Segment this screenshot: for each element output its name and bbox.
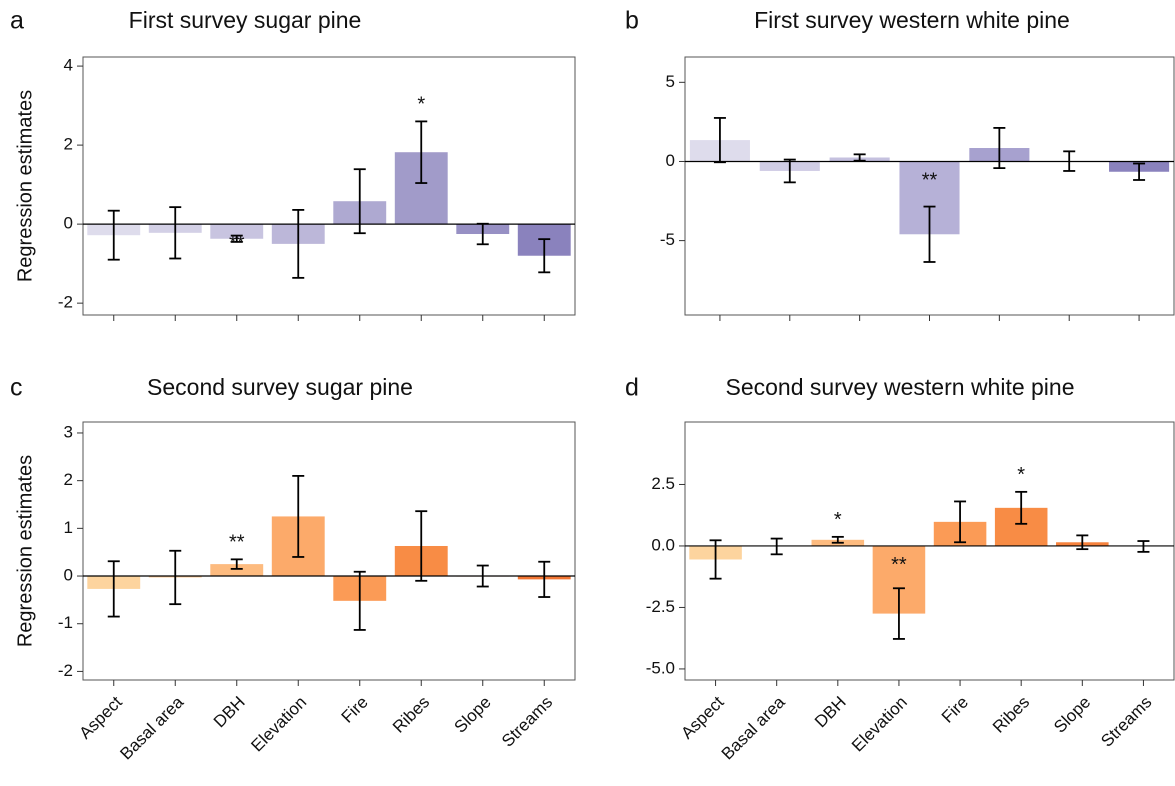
y-tick-label: 2 [64,135,73,154]
y-tick-label: -5 [660,230,675,249]
error-bar [923,205,936,263]
error-bar [353,570,366,631]
bar [210,564,264,577]
y-axis-label: Regression estimates [14,455,36,647]
error-bar [292,209,305,279]
significance: * [417,94,425,116]
significance: ** [229,232,245,254]
x-tick-label: Ribes [989,693,1033,737]
x-tick-label: Elevation [247,693,310,756]
y-tick-label: 2 [64,470,73,489]
error-bar [230,558,243,570]
error-bar [230,234,243,243]
panel-title: First survey sugar pine [129,7,362,33]
x-tick-label: Slope [451,693,495,737]
panel-title: Second survey sugar pine [147,374,413,400]
x-tick-label: Fire [338,693,372,727]
significance: * [1017,464,1025,486]
error-bar [107,560,120,618]
error-bar [415,120,428,184]
error-bar [783,158,796,184]
significance: ** [891,554,907,576]
y-tick-label: 2.5 [651,474,675,493]
error-bar [1133,162,1146,181]
x-tick-label: DBH [210,693,249,732]
y-tick-label: 1 [64,518,73,537]
significance: ** [922,170,938,192]
error-bar [538,560,551,598]
error-bar [709,539,722,580]
x-tick-label: Elevation [848,693,911,756]
bar [210,224,264,239]
significance: ** [229,532,245,554]
plot-frame [82,421,576,681]
x-tick-label: Aspect [677,692,727,742]
y-tick-label: 5 [666,72,675,91]
x-tick-label: Streams [498,693,556,751]
panel-title: First survey western white pine [754,7,1070,33]
y-tick-label: 3 [64,422,73,441]
error-bar [292,474,305,558]
error-bar [831,535,844,544]
plot-frame [684,421,1175,681]
error-bar [415,510,428,582]
y-tick-label: 0.0 [651,535,675,554]
y-tick-label: -5.0 [646,658,675,677]
y-tick-label: 4 [64,56,73,75]
y-tick-label: -2 [58,661,73,680]
y-tick-label: 0 [64,566,73,585]
error-bar [107,209,120,261]
error-bar [713,117,726,164]
panel-letter: d [625,374,639,402]
significance: * [834,509,842,531]
error-bar [1076,534,1089,551]
error-bar [954,500,967,544]
x-tick-label: Slope [1050,693,1094,737]
x-tick-label: Basal area [718,692,789,763]
y-tick-label: -2 [58,293,73,312]
panel-letter: c [10,374,23,402]
y-axis-label: Regression estimates [14,90,36,282]
error-bar [1015,490,1028,525]
error-bar [353,168,366,235]
panel-letter: a [10,7,24,35]
x-tick-label: Ribes [389,693,433,737]
error-bar [892,587,905,640]
panel-title: Second survey western white pine [725,374,1074,400]
y-tick-label: -1 [58,613,73,632]
y-tick-label: 0 [666,151,675,170]
x-tick-label: DBH [811,693,850,732]
plot-frame [82,56,576,316]
x-tick-label: Streams [1097,693,1155,751]
x-tick-label: Aspect [76,692,126,742]
error-bar [538,238,551,274]
y-tick-label: -2.5 [646,597,675,616]
y-tick-label: 0 [64,214,73,233]
error-bar [169,549,182,606]
x-tick-label: Fire [938,693,972,727]
x-tick-label: Basal area [116,692,187,763]
panel-letter: b [625,7,639,35]
error-bar [853,153,866,162]
error-bar [169,206,182,260]
